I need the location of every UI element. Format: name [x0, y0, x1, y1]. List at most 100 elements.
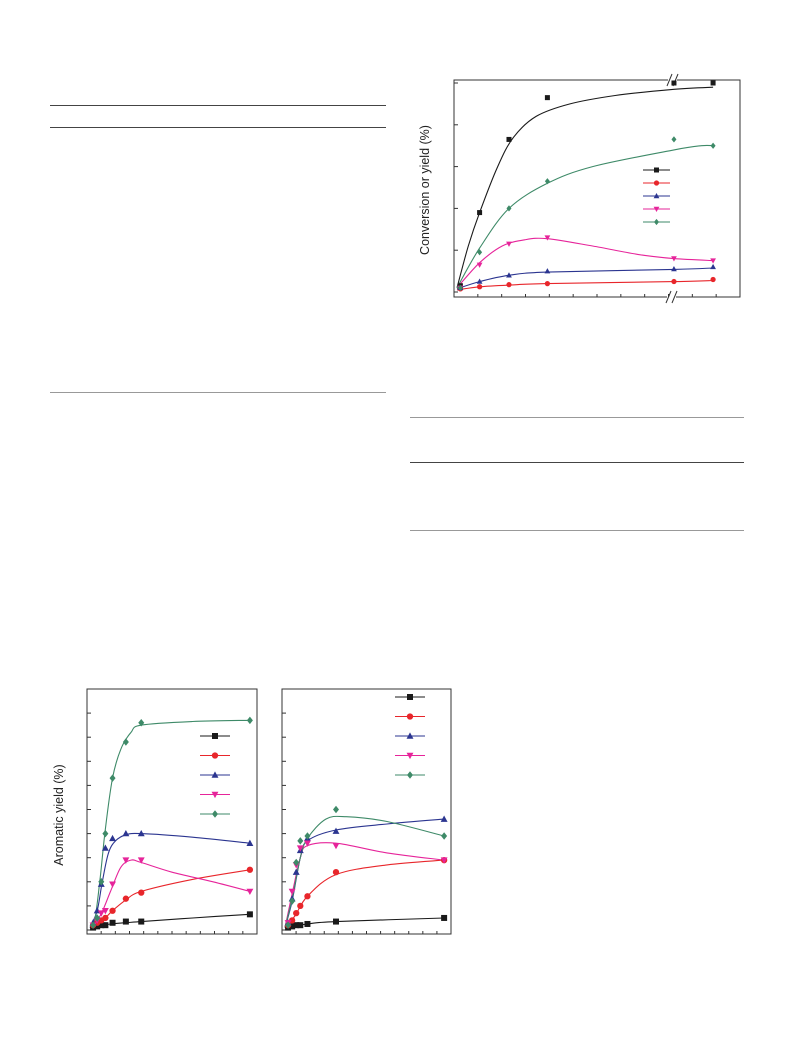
- marker-diamond: [710, 142, 716, 149]
- fit-curve: [284, 815, 445, 928]
- data-points: [457, 80, 716, 292]
- fit-curves: [284, 815, 445, 929]
- marker-diamond: [506, 205, 512, 212]
- marker-triangle-up: [544, 268, 551, 274]
- marker-triangle-down: [288, 888, 296, 896]
- table2-top-rule: [410, 417, 744, 418]
- chart-top-right: Conversion or yield (%): [418, 73, 741, 304]
- marker-diamond: [671, 136, 677, 143]
- marker-square: [138, 918, 145, 925]
- marker-circle: [304, 893, 311, 900]
- marker-circle: [288, 917, 296, 924]
- table2-header-rule: [410, 462, 744, 463]
- marker-triangle-up: [122, 830, 130, 837]
- marker-triangle-down: [653, 206, 660, 212]
- marker-diamond: [138, 718, 145, 727]
- marker-square: [289, 923, 296, 930]
- fit-curve: [456, 144, 714, 289]
- plot-frame: [453, 79, 741, 298]
- marker-square: [293, 922, 300, 929]
- marker-triangle-up: [332, 827, 340, 834]
- marker-diamond: [212, 810, 218, 818]
- table2-bottom-rule: [410, 530, 744, 531]
- marker-circle: [297, 902, 304, 910]
- marker-triangle-down: [476, 262, 483, 268]
- y-axis-ticks: [87, 712, 244, 934]
- marker-triangle-up: [137, 830, 145, 837]
- marker-triangle-down: [137, 857, 145, 864]
- marker-diamond: [102, 829, 109, 838]
- marker-triangle-down: [506, 241, 512, 247]
- marker-square: [407, 694, 413, 700]
- marker-diamond: [457, 284, 463, 291]
- chart-bottom-left: Aromatic yield (%): [52, 688, 258, 935]
- marker-circle: [122, 895, 130, 902]
- marker-circle: [293, 909, 300, 917]
- marker-diamond: [90, 921, 97, 929]
- marker-circle: [102, 914, 109, 922]
- marker-triangle-up: [671, 266, 677, 272]
- marker-triangle-up: [710, 263, 716, 270]
- marker-square: [654, 167, 659, 173]
- marker-diamond: [94, 914, 101, 922]
- legend: [643, 167, 670, 226]
- marker-triangle-down: [101, 908, 109, 915]
- marker-square: [671, 80, 677, 86]
- table-header-rule: [50, 127, 386, 128]
- marker-diamond: [407, 771, 413, 779]
- marker-triangle-up: [476, 278, 483, 284]
- marker-triangle-up: [101, 844, 109, 851]
- marker-triangle-down: [296, 845, 304, 852]
- marker-diamond: [285, 921, 292, 929]
- legend: [200, 733, 230, 818]
- marker-triangle-up: [440, 815, 448, 822]
- table-top-rule: [50, 105, 386, 106]
- marker-square: [506, 136, 512, 142]
- marker-circle: [544, 281, 551, 287]
- marker-diamond: [289, 897, 296, 905]
- marker-square: [212, 733, 218, 739]
- marker-diamond: [477, 249, 483, 256]
- marker-triangle-down: [109, 881, 116, 888]
- marker-diamond: [297, 837, 304, 845]
- marker-triangle-down: [544, 235, 551, 241]
- marker-triangle-up: [506, 272, 512, 278]
- marker-triangle-up: [406, 732, 414, 739]
- marker-diamond: [98, 878, 105, 886]
- fit-curve: [89, 719, 250, 928]
- marker-circle: [109, 907, 116, 914]
- marker-square: [94, 923, 101, 930]
- marker-circle: [406, 713, 414, 720]
- marker-circle: [671, 278, 677, 285]
- marker-square: [297, 922, 304, 929]
- marker-triangle-down: [211, 791, 219, 799]
- data-points: [89, 716, 254, 931]
- marker-diamond: [441, 832, 448, 840]
- marker-square: [441, 914, 448, 921]
- marker-triangle-down: [122, 857, 130, 864]
- fit-curve: [456, 86, 714, 288]
- marker-square: [710, 80, 716, 86]
- y-axis-ticks: [454, 82, 717, 297]
- marker-triangle-up: [109, 834, 116, 842]
- marker-triangle-up: [292, 868, 300, 875]
- marker-square: [102, 922, 109, 929]
- marker-triangle-down: [710, 258, 716, 264]
- marker-square: [122, 918, 129, 925]
- marker-circle: [710, 276, 716, 283]
- table-bottom-rule: [50, 392, 386, 393]
- marker-diamond: [122, 738, 129, 746]
- y-axis-ticks: [282, 712, 438, 934]
- data-points: [284, 805, 448, 931]
- marker-triangle-down: [440, 857, 448, 864]
- marker-triangle-down: [406, 752, 414, 760]
- y-axis-title: Aromatic yield (%): [52, 764, 66, 865]
- marker-circle: [506, 282, 512, 288]
- chart-bottom-right: [281, 688, 452, 935]
- marker-diamond: [304, 832, 311, 840]
- marker-square: [544, 95, 550, 101]
- marker-square: [246, 911, 253, 918]
- marker-square: [333, 918, 339, 925]
- fit-curve: [284, 842, 445, 928]
